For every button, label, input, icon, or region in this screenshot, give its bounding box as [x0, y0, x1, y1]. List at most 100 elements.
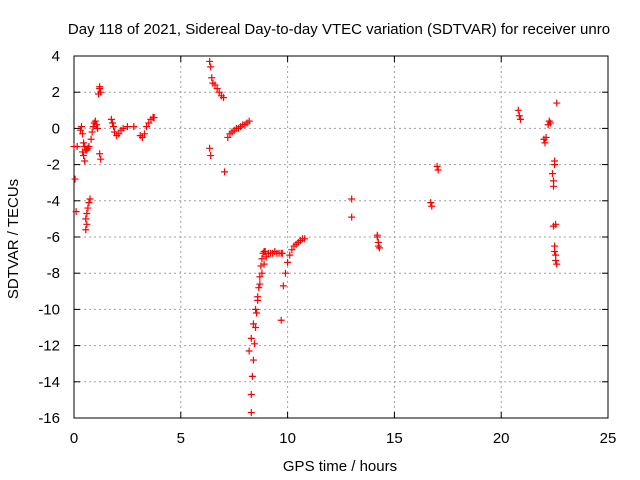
data-point: [374, 242, 382, 250]
data-point: [256, 273, 264, 281]
y-tick-label: -8: [47, 265, 60, 282]
data-point: [96, 150, 104, 158]
data-points: [70, 57, 561, 417]
data-point: [79, 148, 87, 156]
data-point: [245, 117, 253, 125]
data-point: [553, 260, 561, 268]
data-point: [551, 157, 559, 165]
data-point: [248, 372, 256, 380]
data-point: [108, 119, 116, 127]
data-point: [215, 88, 223, 96]
data-point: [433, 162, 441, 170]
data-point: [138, 133, 146, 141]
data-point: [286, 251, 294, 259]
data-point: [256, 280, 264, 288]
data-point: [249, 356, 257, 364]
data-point: [72, 208, 80, 216]
data-point: [348, 195, 356, 203]
y-tick-label: -4: [47, 193, 60, 210]
x-tick-labels: 0 5 10 15 20 25: [70, 430, 617, 447]
y-tick-labels: 4 2 0 -2 -4 -6 -8 -10 -12 -14 -16: [38, 48, 60, 427]
data-point: [551, 247, 559, 255]
data-point: [86, 195, 94, 203]
data-point: [221, 168, 229, 176]
data-point: [208, 74, 216, 82]
data-point: [119, 124, 127, 132]
data-point: [260, 260, 268, 268]
data-point: [545, 117, 553, 125]
data-point: [79, 130, 87, 138]
data-point: [247, 409, 255, 417]
y-axis-label: SDTVAR / TECUs: [5, 179, 22, 299]
data-point: [288, 246, 296, 254]
data-point: [552, 251, 560, 259]
data-point: [548, 170, 556, 178]
data-point: [207, 63, 215, 71]
data-point: [92, 121, 100, 129]
data-point: [541, 139, 549, 147]
data-point: [76, 126, 84, 134]
data-point: [83, 220, 91, 228]
data-point: [257, 262, 265, 270]
y-tick-label: 2: [52, 84, 60, 101]
data-point: [143, 123, 151, 131]
data-point: [515, 112, 523, 120]
axis-ticks: [73, 55, 609, 419]
data-point: [258, 269, 266, 277]
data-point: [111, 128, 119, 136]
data-point: [95, 90, 103, 98]
data-point: [249, 320, 257, 328]
data-point: [247, 334, 255, 342]
data-point: [553, 99, 561, 107]
data-point: [348, 213, 356, 221]
data-point: [96, 83, 104, 91]
data-point: [110, 123, 118, 131]
data-point: [80, 152, 88, 160]
data-point: [206, 144, 214, 152]
data-point: [93, 124, 101, 132]
data-point: [91, 117, 99, 125]
data-point: [254, 293, 262, 301]
data-point: [83, 209, 91, 217]
data-point: [80, 139, 88, 147]
data-point: [428, 202, 436, 210]
data-point: [115, 130, 123, 138]
data-point: [71, 175, 79, 183]
x-tick-label: 15: [386, 430, 403, 447]
data-point: [284, 258, 292, 266]
y-tick-label: -16: [38, 410, 60, 427]
data-point: [434, 166, 442, 174]
data-point: [301, 235, 309, 243]
data-point: [277, 316, 285, 324]
y-tick-label: -14: [38, 374, 60, 391]
y-tick-label: -10: [38, 301, 60, 318]
x-tick-label: 25: [600, 430, 617, 447]
data-point: [373, 233, 381, 241]
data-point: [85, 143, 93, 150]
x-tick-label: 5: [177, 430, 185, 447]
data-point: [516, 115, 524, 123]
data-point: [250, 340, 258, 348]
data-point: [140, 130, 148, 138]
data-point: [375, 244, 383, 252]
y-tick-label: 4: [52, 48, 60, 65]
data-point: [262, 253, 270, 261]
data-point: [123, 123, 131, 131]
data-point: [85, 199, 93, 207]
data-point: [252, 305, 260, 313]
data-point: [224, 133, 232, 141]
data-point: [255, 284, 263, 292]
y-tick-label: -2: [47, 157, 60, 174]
data-point: [77, 123, 85, 131]
y-tick-label: -6: [47, 229, 60, 246]
chart-title: Day 118 of 2021, Sidereal Day-to-day VTE…: [68, 21, 610, 38]
data-point: [279, 282, 287, 290]
data-point: [220, 94, 228, 102]
data-point: [546, 119, 554, 127]
data-point: [253, 309, 261, 317]
data-point: [552, 220, 560, 228]
data-point: [130, 123, 138, 131]
data-point: [427, 199, 435, 207]
data-point: [245, 347, 253, 355]
